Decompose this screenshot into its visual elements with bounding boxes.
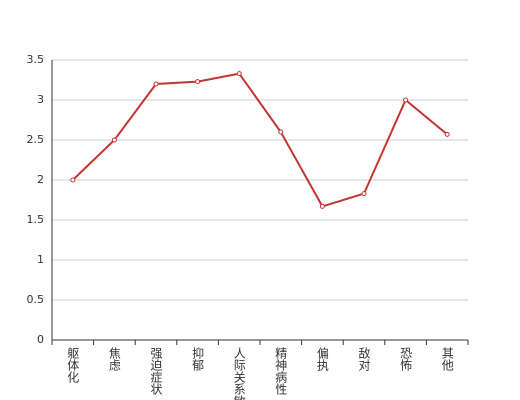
point bbox=[153, 81, 159, 87]
point bbox=[278, 129, 284, 135]
y-tick-label: 3 bbox=[37, 93, 44, 106]
y-tick-label: 1 bbox=[37, 253, 44, 266]
point bbox=[444, 131, 450, 137]
x-tick-label: 强迫症状 bbox=[149, 347, 163, 395]
point bbox=[70, 177, 76, 183]
x-tick-label: 焦虑 bbox=[107, 347, 121, 371]
point bbox=[195, 79, 201, 85]
x-tick-label: 抑郁 bbox=[191, 346, 205, 372]
x-tick-label: 精神病性 bbox=[274, 347, 288, 396]
line bbox=[72, 72, 448, 208]
y-tick-label: 2.5 bbox=[27, 133, 45, 146]
x-tick-label: 偏执 bbox=[315, 346, 329, 372]
point bbox=[361, 191, 367, 197]
y-tick-label: 0 bbox=[37, 333, 44, 346]
y-tick-label: 1.5 bbox=[27, 213, 45, 226]
point bbox=[319, 203, 325, 209]
y-tick-label: 0.5 bbox=[27, 293, 45, 306]
point bbox=[111, 137, 117, 143]
point bbox=[236, 71, 242, 77]
y-tick-label: 2 bbox=[37, 173, 44, 186]
x-tick-label: 其他 bbox=[440, 347, 454, 371]
y-tick-label: 3.5 bbox=[27, 53, 45, 66]
x-tick-label: 躯体化 bbox=[66, 346, 80, 384]
point bbox=[403, 97, 409, 103]
x-tick-label: 恐怖 bbox=[399, 347, 413, 371]
x-tick-label: 敌对 bbox=[357, 346, 371, 371]
x-tick-label: 人际关系敏感 bbox=[232, 347, 246, 400]
